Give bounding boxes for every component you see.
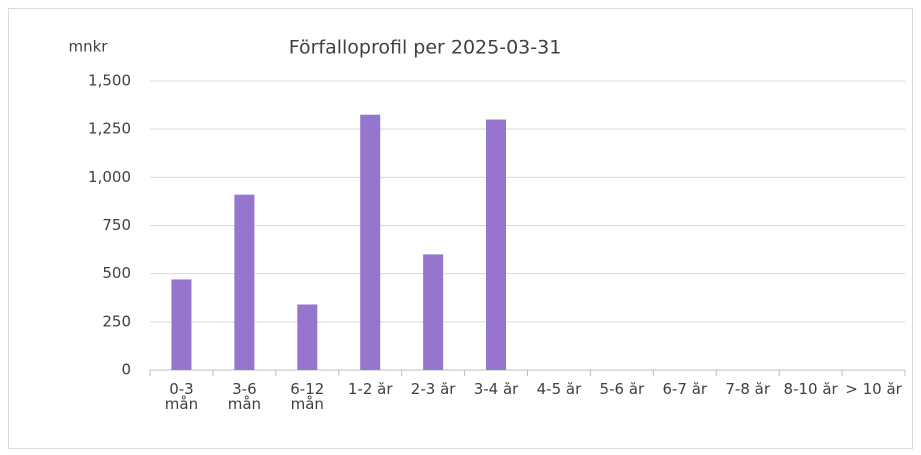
x-tick-label: 6-12 mån bbox=[290, 382, 325, 413]
x-tick-label: 6-7 år bbox=[662, 382, 708, 398]
x-tick-label: 3-4 år bbox=[473, 382, 519, 398]
bar bbox=[234, 194, 255, 370]
y-tick-label: 0 bbox=[121, 361, 131, 379]
x-tick-label: 0-3 mån bbox=[164, 382, 199, 413]
x-tick-label-box: 0-3 mån bbox=[164, 382, 199, 413]
bar bbox=[423, 254, 444, 370]
y-tick-label: 750 bbox=[102, 216, 131, 234]
y-tick-label: 250 bbox=[102, 312, 131, 330]
y-tick-label: 1,500 bbox=[88, 72, 131, 90]
x-tick-label-box: 5-6 år bbox=[599, 382, 645, 398]
x-tick-label-box: 6-7 år bbox=[662, 382, 708, 398]
x-tick-label-box: 4-5 år bbox=[536, 382, 582, 398]
x-tick-label-box: 1-2 år bbox=[347, 382, 393, 398]
x-tick-label-box: 3-4 år bbox=[473, 382, 519, 398]
x-tick-label-box: 6-12 mån bbox=[290, 382, 325, 413]
bar bbox=[360, 114, 381, 370]
bar bbox=[297, 304, 318, 370]
x-tick-label-box: 2-3 år bbox=[410, 382, 456, 398]
y-tick-label: 1,250 bbox=[88, 120, 131, 138]
y-axis-label: mnkr bbox=[69, 38, 109, 56]
x-tick-label: 2-3 år bbox=[410, 382, 456, 398]
y-tick-label: 500 bbox=[102, 264, 131, 282]
x-tick-label: 3-6 mån bbox=[227, 382, 262, 413]
x-tick-label: > 10 år bbox=[845, 382, 902, 398]
x-tick-label-box: 7-8 år bbox=[725, 382, 771, 398]
x-tick-label-box: > 10 år bbox=[845, 382, 902, 398]
x-tick-label: 8-10 år bbox=[783, 382, 838, 398]
bar bbox=[486, 119, 507, 371]
x-tick-label-box: 3-6 mån bbox=[227, 382, 262, 413]
x-tick-label-box: 8-10 år bbox=[783, 382, 838, 398]
x-tick-label: 7-8 år bbox=[725, 382, 771, 398]
x-tick-label: 4-5 år bbox=[536, 382, 582, 398]
chart-title: Förfalloprofil per 2025-03-31 bbox=[289, 37, 562, 59]
chart-frame bbox=[8, 8, 913, 449]
bar bbox=[171, 279, 192, 370]
x-tick-label: 1-2 år bbox=[347, 382, 393, 398]
x-tick-label: 5-6 år bbox=[599, 382, 645, 398]
y-tick-label: 1,000 bbox=[88, 168, 131, 186]
